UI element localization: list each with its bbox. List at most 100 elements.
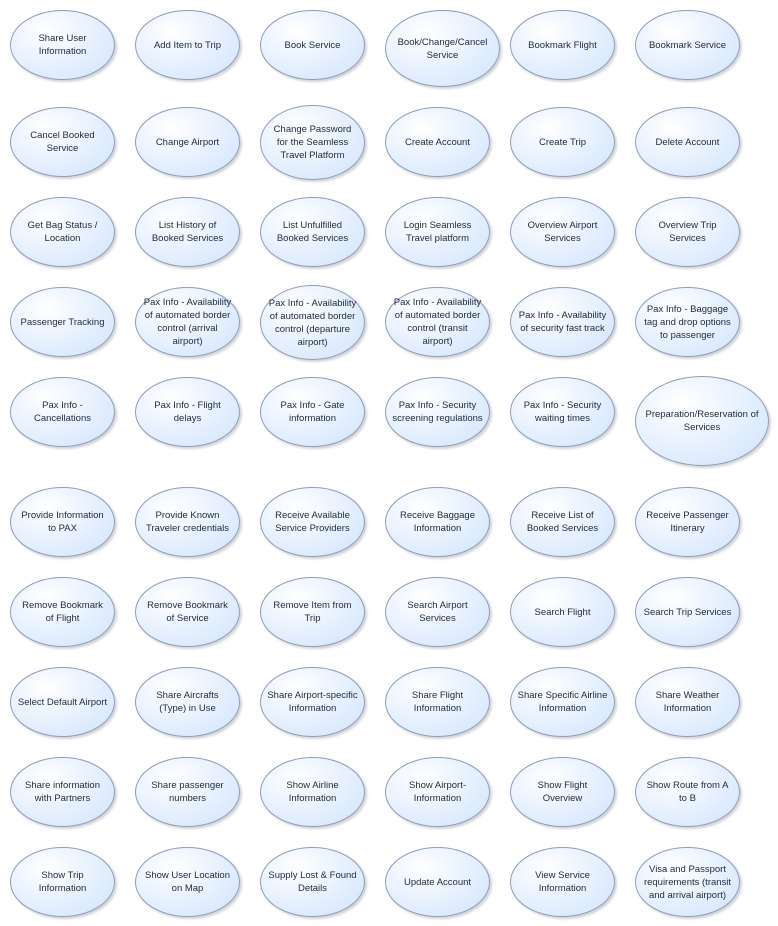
use-case-ellipse[interactable]: List History of Booked Services — [135, 197, 240, 267]
use-case-ellipse[interactable]: Bookmark Service — [635, 10, 740, 80]
use-case-label: Pax Info - Availability of automated bor… — [268, 297, 357, 348]
use-case-ellipse[interactable]: View Service Information — [510, 847, 615, 917]
use-case-ellipse[interactable]: Pax Info - Availability of automated bor… — [385, 287, 490, 357]
use-case-label: Provide Information to PAX — [21, 510, 104, 534]
use-case-label: Pax Info - Baggage tag and drop options … — [644, 303, 731, 341]
use-case-ellipse[interactable]: Pax Info - Security screening regulation… — [385, 377, 490, 447]
use-case-ellipse[interactable]: Overview Airport Services — [510, 197, 615, 267]
use-case-ellipse[interactable]: Pax Info - Availability of automated bor… — [135, 287, 240, 357]
use-case-ellipse[interactable]: Show Airport-Information — [385, 757, 490, 827]
use-case-label: Cancel Booked Service — [30, 130, 95, 154]
use-case-ellipse[interactable]: Search Airport Services — [385, 577, 490, 647]
use-case-ellipse[interactable]: Cancel Booked Service — [10, 107, 115, 177]
use-case-label: Remove Bookmark of Service — [147, 600, 228, 624]
use-case-ellipse[interactable]: Change Airport — [135, 107, 240, 177]
use-case-ellipse[interactable]: Bookmark Flight — [510, 10, 615, 80]
use-case-ellipse[interactable]: Search Trip Services — [635, 577, 740, 647]
use-case-ellipse[interactable]: Create Trip — [510, 107, 615, 177]
use-case-label: Receive Available Service Providers — [275, 510, 350, 534]
use-case-ellipse[interactable]: List Unfulfilled Booked Services — [260, 197, 365, 267]
use-case-ellipse[interactable]: Pax Info - Availability of security fast… — [510, 287, 615, 357]
use-case-ellipse[interactable]: Provide Known Traveler credentials — [135, 487, 240, 557]
use-case-ellipse[interactable]: Pax Info - Cancellations — [10, 377, 115, 447]
use-case-label: Visa and Passport requirements (transit … — [643, 863, 732, 901]
use-case-label: Receive Baggage Information — [400, 510, 475, 534]
use-case-ellipse[interactable]: Preparation/Reservation of Services — [635, 376, 769, 466]
use-case-ellipse[interactable]: Share User Information — [10, 10, 115, 80]
use-case-ellipse[interactable]: Select Default Airport — [10, 667, 115, 737]
use-case-label: Show Flight Overview — [537, 780, 588, 804]
use-case-label: Select Default Airport — [17, 696, 108, 708]
use-case-label: Create Trip — [539, 136, 586, 148]
use-case-ellipse[interactable]: Pax Info - Availability of automated bor… — [260, 285, 365, 360]
use-case-label: Bookmark Service — [648, 39, 727, 51]
use-case-label: Show Route from A to B — [646, 780, 729, 804]
use-case-ellipse[interactable]: Supply Lost & Found Details — [260, 847, 365, 917]
use-case-ellipse[interactable]: Remove Bookmark of Service — [135, 577, 240, 647]
use-case-ellipse[interactable]: Delete Account — [635, 107, 740, 177]
use-case-ellipse[interactable]: Share information with Partners — [10, 757, 115, 827]
use-case-label: Pax Info - Flight delays — [154, 400, 221, 424]
use-case-label: Create Account — [405, 136, 470, 148]
use-case-ellipse[interactable]: Remove Bookmark of Flight — [10, 577, 115, 647]
use-case-label: Pax Info - Availability of automated bor… — [393, 297, 482, 347]
use-case-ellipse[interactable]: Share Airport-specific Information — [260, 667, 365, 737]
use-case-label: List Unfulfilled Booked Services — [276, 220, 349, 244]
use-case-label: Book/Change/Cancel Service — [397, 36, 488, 61]
use-case-ellipse[interactable]: Receive Passenger Itinerary — [635, 487, 740, 557]
use-case-label: Supply Lost & Found Details — [268, 870, 357, 894]
use-case-ellipse[interactable]: Login Seamless Travel platform — [385, 197, 490, 267]
use-case-ellipse[interactable]: Share Weather Information — [635, 667, 740, 737]
use-case-ellipse[interactable]: Book Service — [260, 10, 365, 80]
use-case-ellipse[interactable]: Share Flight Information — [385, 667, 490, 737]
use-case-label: Share Aircrafts (Type) in Use — [156, 690, 219, 714]
use-case-ellipse[interactable]: Receive Available Service Providers — [260, 487, 365, 557]
use-case-ellipse[interactable]: Pax Info - Gate information — [260, 377, 365, 447]
use-case-label: Share passenger numbers — [151, 780, 224, 804]
use-case-ellipse[interactable]: Show Flight Overview — [510, 757, 615, 827]
use-case-label: Share User Information — [38, 33, 87, 57]
use-case-ellipse[interactable]: Show Airline Information — [260, 757, 365, 827]
use-case-ellipse[interactable]: Create Account — [385, 107, 490, 177]
use-case-ellipse[interactable]: Passenger Tracking — [10, 287, 115, 357]
use-case-ellipse[interactable]: Show User Location on Map — [135, 847, 240, 917]
use-case-ellipse[interactable]: Book/Change/Cancel Service — [385, 10, 500, 87]
use-case-label: Add Item to Trip — [153, 39, 222, 51]
use-case-label: Share Airport-specific Information — [267, 690, 358, 714]
use-case-ellipse[interactable]: Receive List of Booked Services — [510, 487, 615, 557]
use-case-ellipse[interactable]: Pax Info - Security waiting times — [510, 377, 615, 447]
use-case-label: Show Airline Information — [286, 780, 339, 804]
use-case-ellipse[interactable]: Change Password for the Seamless Travel … — [260, 105, 365, 180]
use-case-label: Search Trip Services — [643, 606, 732, 618]
use-case-label: List History of Booked Services — [151, 220, 224, 244]
use-case-label: Share information with Partners — [25, 780, 100, 804]
use-case-label: Pax Info - Security screening regulation… — [392, 400, 483, 424]
use-case-ellipse[interactable]: Pax Info - Baggage tag and drop options … — [635, 287, 740, 357]
use-case-ellipse[interactable]: Show Route from A to B — [635, 757, 740, 827]
use-case-ellipse[interactable]: Share passenger numbers — [135, 757, 240, 827]
use-case-label: Receive Passenger Itinerary — [646, 510, 729, 534]
use-case-ellipse[interactable]: Add Item to Trip — [135, 10, 240, 80]
use-case-label: Book Service — [284, 39, 341, 51]
use-case-label: View Service Information — [535, 870, 590, 894]
use-case-ellipse[interactable]: Remove Item from Trip — [260, 577, 365, 647]
use-case-ellipse[interactable]: Receive Baggage Information — [385, 487, 490, 557]
use-case-ellipse[interactable]: Pax Info - Flight delays — [135, 377, 240, 447]
use-case-ellipse[interactable]: Share Specific Airline Information — [510, 667, 615, 737]
use-case-label: Remove Item from Trip — [273, 600, 352, 624]
use-case-label: Share Weather Information — [655, 690, 720, 714]
use-case-label: Overview Airport Services — [527, 220, 598, 244]
use-case-ellipse[interactable]: Share Aircrafts (Type) in Use — [135, 667, 240, 737]
use-case-ellipse[interactable]: Search Flight — [510, 577, 615, 647]
use-case-ellipse[interactable]: Get Bag Status / Location — [10, 197, 115, 267]
use-case-ellipse[interactable]: Overview Trip Services — [635, 197, 740, 267]
use-case-ellipse[interactable]: Show Trip Information — [10, 847, 115, 917]
use-case-ellipse[interactable]: Visa and Passport requirements (transit … — [635, 847, 740, 917]
use-case-label: Overview Trip Services — [658, 220, 717, 244]
use-case-ellipse[interactable]: Update Account — [385, 847, 490, 917]
use-case-ellipse[interactable]: Provide Information to PAX — [10, 487, 115, 557]
use-case-label: Remove Bookmark of Flight — [22, 600, 103, 624]
use-case-label: Pax Info - Availability of automated bor… — [143, 297, 232, 347]
use-case-label: Receive List of Booked Services — [526, 510, 599, 534]
use-case-label: Provide Known Traveler credentials — [145, 510, 230, 534]
